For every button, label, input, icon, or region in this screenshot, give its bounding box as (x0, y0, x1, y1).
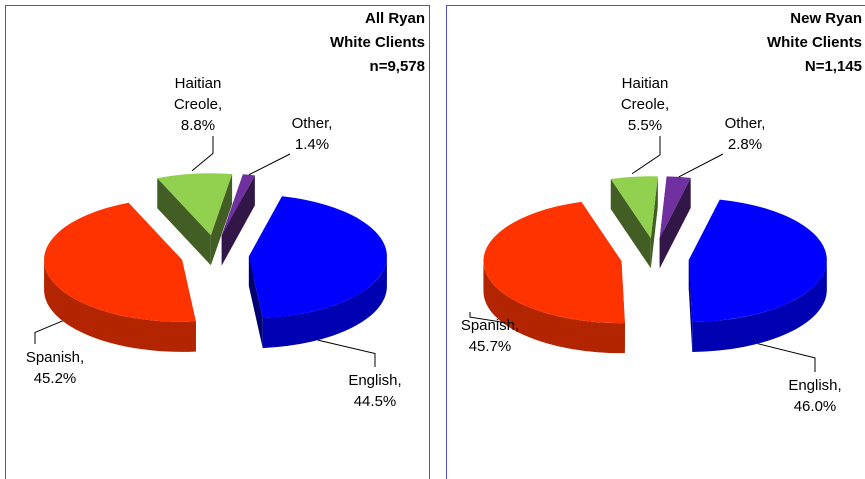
pie-slice (688, 199, 827, 322)
label-line: 45.7% (469, 338, 512, 355)
data-label: Spanish, 45.2% (26, 349, 84, 387)
chart-title: New Ryan (790, 10, 862, 27)
chart-title: n=9,578 (370, 58, 425, 75)
pie-wall (221, 175, 255, 266)
data-label: English, 44.5% (348, 372, 401, 410)
pie-wall (659, 177, 691, 269)
label-line: Haitian (175, 75, 222, 92)
pie-wall (210, 174, 233, 266)
label-line: Spanish, (26, 349, 84, 366)
label-line: 44.5% (354, 393, 397, 410)
pie-wall (688, 259, 693, 352)
data-label: Spanish, 45.7% (461, 317, 519, 355)
leader-line (678, 153, 724, 178)
pie-slice (157, 173, 233, 236)
label-line: Creole, (174, 96, 222, 113)
pie-slice (44, 202, 196, 322)
leader-line (757, 343, 816, 372)
label-line: 1.4% (295, 136, 329, 153)
label-line: 2.8% (728, 136, 762, 153)
panel-frame (446, 5, 865, 479)
label-line: Haitian (622, 75, 669, 92)
label-line: 8.8% (181, 117, 215, 134)
data-label: Other, 1.4% (292, 115, 333, 153)
label-line: 45.2% (34, 370, 77, 387)
data-label: Haitian Creole, 5.5% (621, 75, 669, 134)
label-line: English, (788, 377, 841, 394)
pie-slice (659, 176, 691, 239)
chart-title: White Clients (767, 34, 862, 51)
pie-rim (483, 261, 625, 354)
leader-line (631, 136, 661, 175)
pie-wall (157, 178, 211, 266)
leader-line (469, 312, 503, 323)
label-line: Spanish, (461, 317, 519, 334)
leader-line (191, 136, 214, 172)
pie-wall (650, 176, 658, 269)
pie-wall (610, 178, 651, 269)
label-line: Creole, (621, 96, 669, 113)
pie-tops (483, 176, 827, 324)
chart-title: White Clients (330, 34, 425, 51)
leader-line (248, 153, 291, 176)
pie-tops (44, 173, 387, 322)
pie-slice (610, 176, 658, 239)
leader-line (317, 339, 376, 367)
leader-line (34, 320, 63, 344)
panel-frame (5, 5, 430, 479)
pie-wall (248, 256, 263, 349)
data-label: English, 46.0% (788, 377, 841, 415)
label-line: 5.5% (628, 117, 662, 134)
chart-title: N=1,145 (805, 58, 862, 75)
label-line: Other, (725, 115, 766, 132)
pie-rim (44, 259, 196, 352)
pie-slice (483, 201, 625, 324)
chart-title: All Ryan (365, 10, 425, 27)
label-line: 46.0% (794, 398, 837, 415)
pie-rim (692, 259, 827, 352)
data-label: Other, 2.8% (725, 115, 766, 153)
pie-slice (248, 196, 387, 319)
data-label: Haitian Creole, 8.8% (174, 75, 222, 134)
label-line: Other, (292, 115, 333, 132)
label-line: English, (348, 372, 401, 389)
pie-slice (221, 174, 255, 236)
pie-rim (262, 256, 387, 349)
